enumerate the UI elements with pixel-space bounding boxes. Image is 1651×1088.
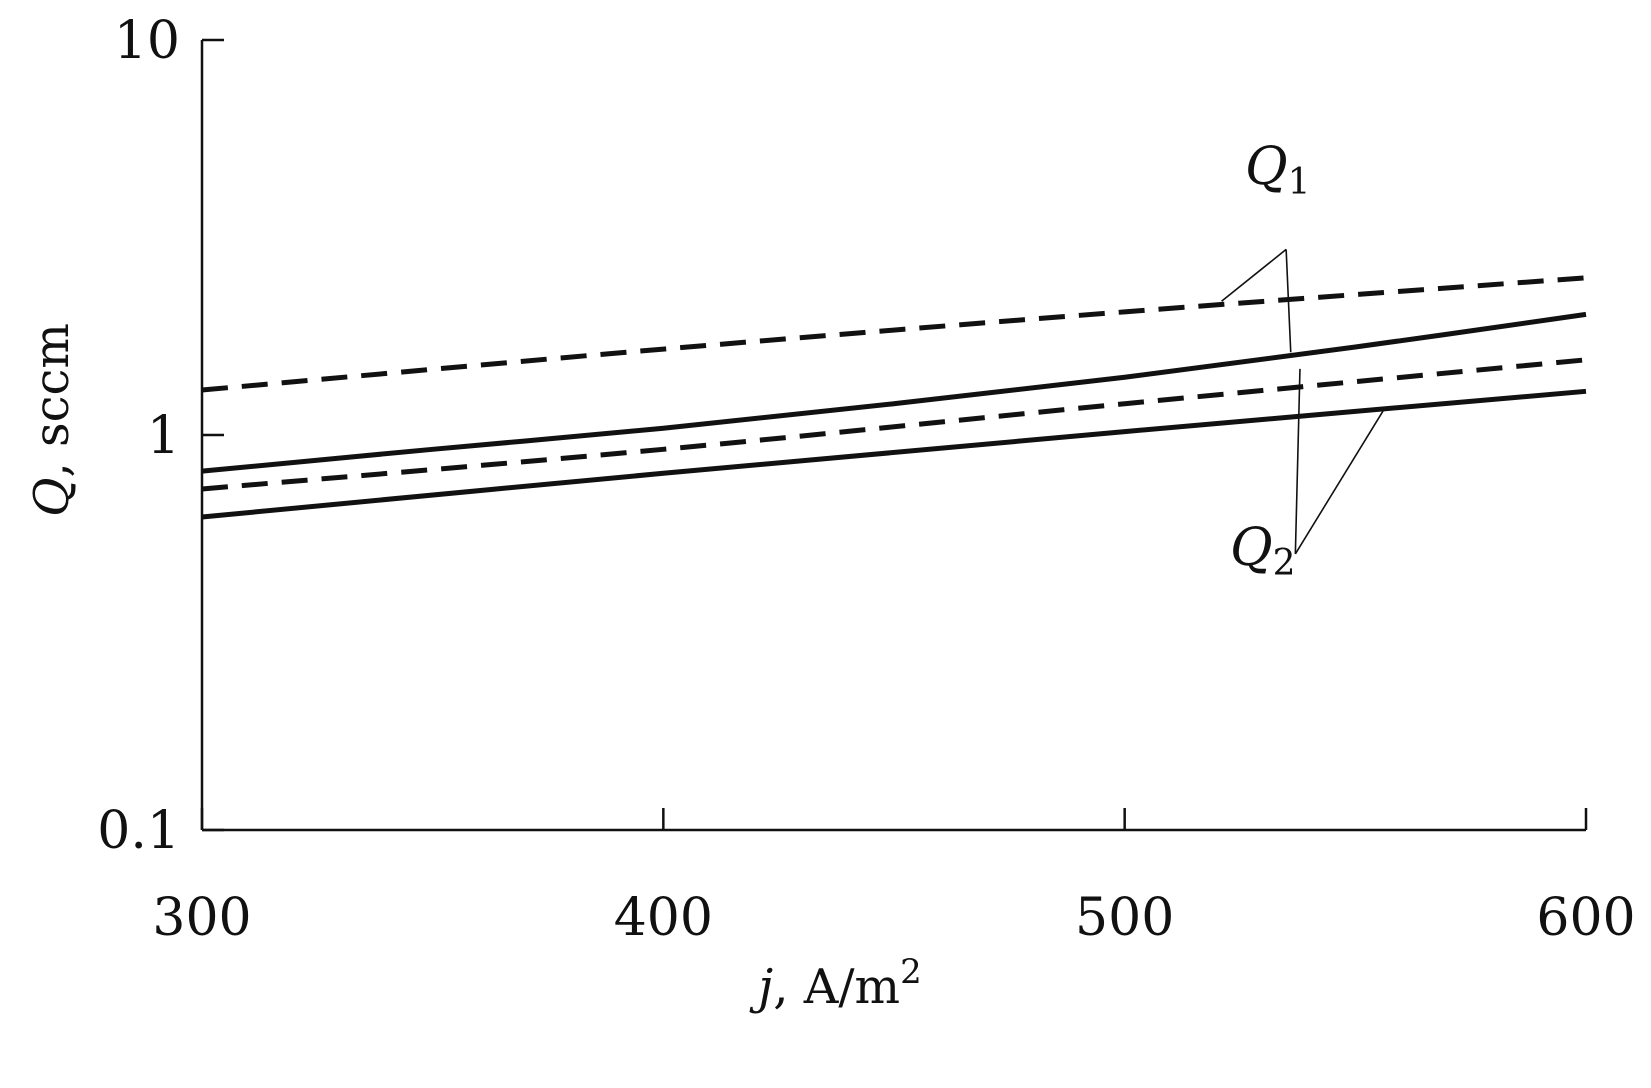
y-tick-label: 10 — [114, 11, 180, 71]
leader-line-q1-1 — [1221, 248, 1287, 302]
annotation-q1: Q1 — [1245, 137, 1311, 203]
y-axis-label-var: Q — [24, 478, 80, 517]
x-axis-ticks: 300 400 500 600 — [152, 808, 1636, 948]
y-tick-label: 1 — [147, 406, 180, 466]
annotation-q2-sub: 2 — [1273, 543, 1296, 584]
series-group — [201, 275, 1587, 520]
x-tick-label: 600 — [1536, 888, 1635, 948]
annotation-q2-var: Q — [1230, 518, 1273, 578]
x-axis-label-sup: 2 — [900, 952, 922, 992]
leader-line-q2-1 — [1294, 368, 1301, 554]
y-axis-ticks: 0.1 1 10 — [97, 11, 224, 861]
series-line-3-dashed — [201, 357, 1587, 492]
annotation-q2: Q2 — [1230, 518, 1296, 584]
series-line-2-solid — [201, 311, 1587, 474]
series-line-4-solid — [201, 388, 1587, 520]
annotation-q1-var: Q — [1245, 137, 1288, 197]
leader-line-q1-2 — [1285, 249, 1292, 353]
y-axis-label-text: , sccm — [24, 323, 80, 477]
x-tick-label: 300 — [152, 888, 251, 948]
x-tick-label: 400 — [614, 888, 713, 948]
annotation-leaders — [1221, 248, 1384, 555]
plot-frame — [200, 40, 1586, 832]
leader-line-q2-2 — [1294, 410, 1384, 555]
annotation-q1-sub: 1 — [1288, 162, 1311, 203]
y-tick-label: 0.1 — [97, 801, 180, 861]
series-line-1-dashed — [201, 275, 1587, 393]
y-axis-label: Q, sccm — [24, 323, 80, 517]
x-axis-label: j, A/m2 — [749, 952, 921, 1015]
x-axis-label-text: , A/m — [773, 959, 900, 1015]
x-axis-label-var: j — [749, 959, 773, 1015]
x-tick-label: 500 — [1075, 888, 1174, 948]
